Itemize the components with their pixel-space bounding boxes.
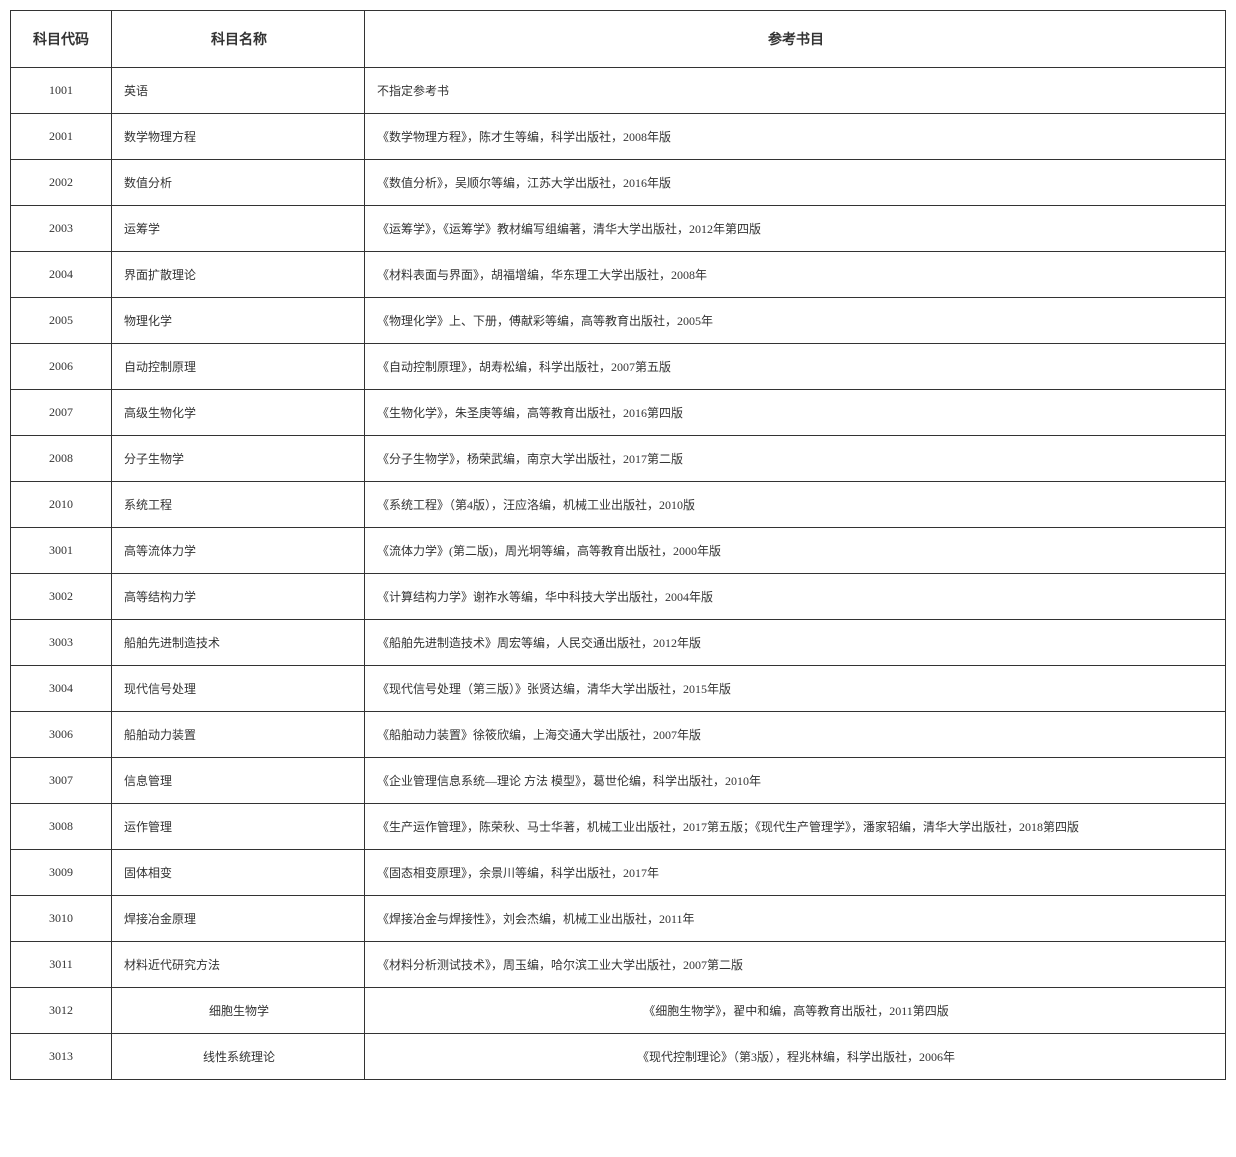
cell-ref: 《生产运作管理》，陈荣秋、马士华著，机械工业出版社，2017第五版；《现代生产管… bbox=[365, 804, 1226, 850]
cell-ref: 《自动控制原理》，胡寿松编，科学出版社，2007第五版 bbox=[365, 344, 1226, 390]
table-header-row: 科目代码 科目名称 参考书目 bbox=[11, 11, 1226, 68]
cell-name: 运作管理 bbox=[112, 804, 365, 850]
cell-name: 自动控制原理 bbox=[112, 344, 365, 390]
cell-code: 3012 bbox=[11, 988, 112, 1034]
cell-name: 固体相变 bbox=[112, 850, 365, 896]
table-row: 3001高等流体力学《流体力学》(第二版)，周光坰等编，高等教育出版社，2000… bbox=[11, 528, 1226, 574]
cell-name: 运筹学 bbox=[112, 206, 365, 252]
cell-code: 3013 bbox=[11, 1034, 112, 1080]
cell-ref: 《船舶动力装置》徐筱欣编，上海交通大学出版社，2007年版 bbox=[365, 712, 1226, 758]
table-row: 3010焊接冶金原理《焊接冶金与焊接性》，刘会杰编，机械工业出版社，2011年 bbox=[11, 896, 1226, 942]
table-row: 2010系统工程《系统工程》（第4版），汪应洛编，机械工业出版社，2010版 bbox=[11, 482, 1226, 528]
cell-name: 现代信号处理 bbox=[112, 666, 365, 712]
cell-name: 船舶先进制造技术 bbox=[112, 620, 365, 666]
cell-name: 材料近代研究方法 bbox=[112, 942, 365, 988]
cell-name: 船舶动力装置 bbox=[112, 712, 365, 758]
cell-code: 3008 bbox=[11, 804, 112, 850]
table-row: 3011材料近代研究方法《材料分析测试技术》，周玉编，哈尔滨工业大学出版社，20… bbox=[11, 942, 1226, 988]
reference-table: 科目代码 科目名称 参考书目 1001英语不指定参考书2001数学物理方程《数学… bbox=[10, 10, 1226, 1080]
cell-code: 3011 bbox=[11, 942, 112, 988]
cell-ref: 《流体力学》(第二版)，周光坰等编，高等教育出版社，2000年版 bbox=[365, 528, 1226, 574]
table-row: 3003船舶先进制造技术《船舶先进制造技术》周宏等编，人民交通出版社，2012年… bbox=[11, 620, 1226, 666]
cell-name: 数学物理方程 bbox=[112, 114, 365, 160]
cell-ref: 《运筹学》，《运筹学》教材编写组编著，清华大学出版社，2012年第四版 bbox=[365, 206, 1226, 252]
cell-ref: 《系统工程》（第4版），汪应洛编，机械工业出版社，2010版 bbox=[365, 482, 1226, 528]
cell-name: 界面扩散理论 bbox=[112, 252, 365, 298]
cell-ref: 《材料分析测试技术》，周玉编，哈尔滨工业大学出版社，2007第二版 bbox=[365, 942, 1226, 988]
cell-name: 高等流体力学 bbox=[112, 528, 365, 574]
cell-code: 2006 bbox=[11, 344, 112, 390]
table-row: 2004界面扩散理论《材料表面与界面》，胡福增编，华东理工大学出版社，2008年 bbox=[11, 252, 1226, 298]
cell-code: 3009 bbox=[11, 850, 112, 896]
cell-ref: 《现代控制理论》（第3版），程兆林编，科学出版社，2006年 bbox=[365, 1034, 1226, 1080]
table-row: 2003运筹学《运筹学》，《运筹学》教材编写组编著，清华大学出版社，2012年第… bbox=[11, 206, 1226, 252]
table-row: 3009固体相变《固态相变原理》，余景川等编，科学出版社，2017年 bbox=[11, 850, 1226, 896]
cell-ref: 《材料表面与界面》，胡福增编，华东理工大学出版社，2008年 bbox=[365, 252, 1226, 298]
table-row: 2005物理化学《物理化学》上、下册，傅献彩等编，高等教育出版社，2005年 bbox=[11, 298, 1226, 344]
cell-ref: 《细胞生物学》，翟中和编，高等教育出版社，2011第四版 bbox=[365, 988, 1226, 1034]
cell-ref: 不指定参考书 bbox=[365, 68, 1226, 114]
table-row: 3012细胞生物学《细胞生物学》，翟中和编，高等教育出版社，2011第四版 bbox=[11, 988, 1226, 1034]
cell-ref: 《船舶先进制造技术》周宏等编，人民交通出版社，2012年版 bbox=[365, 620, 1226, 666]
table-row: 2007高级生物化学《生物化学》，朱圣庚等编，高等教育出版社，2016第四版 bbox=[11, 390, 1226, 436]
table-row: 1001英语不指定参考书 bbox=[11, 68, 1226, 114]
cell-ref: 《数值分析》，吴顺尔等编，江苏大学出版社，2016年版 bbox=[365, 160, 1226, 206]
cell-name: 高等结构力学 bbox=[112, 574, 365, 620]
header-ref: 参考书目 bbox=[365, 11, 1226, 68]
cell-ref: 《现代信号处理（第三版）》张贤达编，清华大学出版社，2015年版 bbox=[365, 666, 1226, 712]
cell-name: 高级生物化学 bbox=[112, 390, 365, 436]
cell-code: 3010 bbox=[11, 896, 112, 942]
cell-name: 细胞生物学 bbox=[112, 988, 365, 1034]
cell-name: 分子生物学 bbox=[112, 436, 365, 482]
table-row: 2001数学物理方程《数学物理方程》，陈才生等编，科学出版社，2008年版 bbox=[11, 114, 1226, 160]
cell-ref: 《物理化学》上、下册，傅献彩等编，高等教育出版社，2005年 bbox=[365, 298, 1226, 344]
table-row: 3002高等结构力学《计算结构力学》谢祚水等编，华中科技大学出版社，2004年版 bbox=[11, 574, 1226, 620]
table-body: 1001英语不指定参考书2001数学物理方程《数学物理方程》，陈才生等编，科学出… bbox=[11, 68, 1226, 1080]
cell-code: 1001 bbox=[11, 68, 112, 114]
cell-name: 英语 bbox=[112, 68, 365, 114]
cell-ref: 《数学物理方程》，陈才生等编，科学出版社，2008年版 bbox=[365, 114, 1226, 160]
cell-ref: 《固态相变原理》，余景川等编，科学出版社，2017年 bbox=[365, 850, 1226, 896]
table-row: 3007信息管理《企业管理信息系统—理论 方法 模型》，葛世伦编，科学出版社，2… bbox=[11, 758, 1226, 804]
cell-ref: 《分子生物学》，杨荣武编，南京大学出版社，2017第二版 bbox=[365, 436, 1226, 482]
table-row: 3004现代信号处理《现代信号处理（第三版）》张贤达编，清华大学出版社，2015… bbox=[11, 666, 1226, 712]
header-name: 科目名称 bbox=[112, 11, 365, 68]
cell-code: 2001 bbox=[11, 114, 112, 160]
cell-code: 2003 bbox=[11, 206, 112, 252]
cell-code: 3004 bbox=[11, 666, 112, 712]
cell-name: 信息管理 bbox=[112, 758, 365, 804]
table-row: 3008运作管理《生产运作管理》，陈荣秋、马士华著，机械工业出版社，2017第五… bbox=[11, 804, 1226, 850]
cell-name: 焊接冶金原理 bbox=[112, 896, 365, 942]
cell-ref: 《生物化学》，朱圣庚等编，高等教育出版社，2016第四版 bbox=[365, 390, 1226, 436]
cell-code: 3006 bbox=[11, 712, 112, 758]
cell-code: 3002 bbox=[11, 574, 112, 620]
table-row: 3006船舶动力装置《船舶动力装置》徐筱欣编，上海交通大学出版社，2007年版 bbox=[11, 712, 1226, 758]
cell-code: 3003 bbox=[11, 620, 112, 666]
cell-code: 2002 bbox=[11, 160, 112, 206]
table-header: 科目代码 科目名称 参考书目 bbox=[11, 11, 1226, 68]
cell-name: 线性系统理论 bbox=[112, 1034, 365, 1080]
cell-code: 2005 bbox=[11, 298, 112, 344]
table-row: 2002数值分析《数值分析》，吴顺尔等编，江苏大学出版社，2016年版 bbox=[11, 160, 1226, 206]
cell-name: 系统工程 bbox=[112, 482, 365, 528]
table-row: 2008分子生物学《分子生物学》，杨荣武编，南京大学出版社，2017第二版 bbox=[11, 436, 1226, 482]
header-code: 科目代码 bbox=[11, 11, 112, 68]
cell-name: 数值分析 bbox=[112, 160, 365, 206]
cell-code: 2007 bbox=[11, 390, 112, 436]
table-row: 3013线性系统理论《现代控制理论》（第3版），程兆林编，科学出版社，2006年 bbox=[11, 1034, 1226, 1080]
cell-ref: 《焊接冶金与焊接性》，刘会杰编，机械工业出版社，2011年 bbox=[365, 896, 1226, 942]
cell-code: 3007 bbox=[11, 758, 112, 804]
table-row: 2006自动控制原理《自动控制原理》，胡寿松编，科学出版社，2007第五版 bbox=[11, 344, 1226, 390]
cell-code: 3001 bbox=[11, 528, 112, 574]
cell-code: 2004 bbox=[11, 252, 112, 298]
cell-ref: 《企业管理信息系统—理论 方法 模型》，葛世伦编，科学出版社，2010年 bbox=[365, 758, 1226, 804]
cell-name: 物理化学 bbox=[112, 298, 365, 344]
cell-code: 2008 bbox=[11, 436, 112, 482]
cell-ref: 《计算结构力学》谢祚水等编，华中科技大学出版社，2004年版 bbox=[365, 574, 1226, 620]
cell-code: 2010 bbox=[11, 482, 112, 528]
